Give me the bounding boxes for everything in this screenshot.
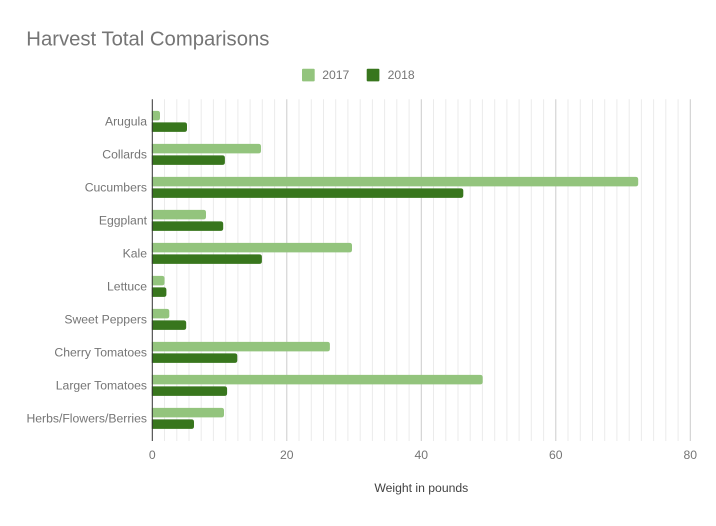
svg-text:Herbs/Flowers/Berries: Herbs/Flowers/Berries [26, 412, 147, 426]
svg-text:80: 80 [684, 448, 698, 462]
svg-text:2017: 2017 [322, 68, 349, 82]
svg-text:Cherry Tomatoes: Cherry Tomatoes [54, 346, 147, 360]
svg-text:Arugula: Arugula [105, 115, 147, 129]
svg-text:Weight in pounds: Weight in pounds [374, 481, 468, 495]
svg-text:Cucumbers: Cucumbers [85, 181, 147, 195]
svg-text:Lettuce: Lettuce [107, 280, 147, 294]
svg-text:40: 40 [415, 448, 429, 462]
svg-text:Harvest Total Comparisons: Harvest Total Comparisons [26, 28, 269, 50]
svg-text:Eggplant: Eggplant [99, 214, 148, 228]
svg-text:20: 20 [280, 448, 294, 462]
svg-text:Larger Tomatoes: Larger Tomatoes [56, 379, 147, 393]
svg-text:Sweet Peppers: Sweet Peppers [64, 313, 147, 327]
svg-text:Kale: Kale [123, 247, 148, 261]
svg-text:Collards: Collards [102, 148, 147, 162]
svg-text:2018: 2018 [388, 68, 415, 82]
svg-text:0: 0 [149, 448, 156, 462]
svg-text:60: 60 [549, 448, 563, 462]
